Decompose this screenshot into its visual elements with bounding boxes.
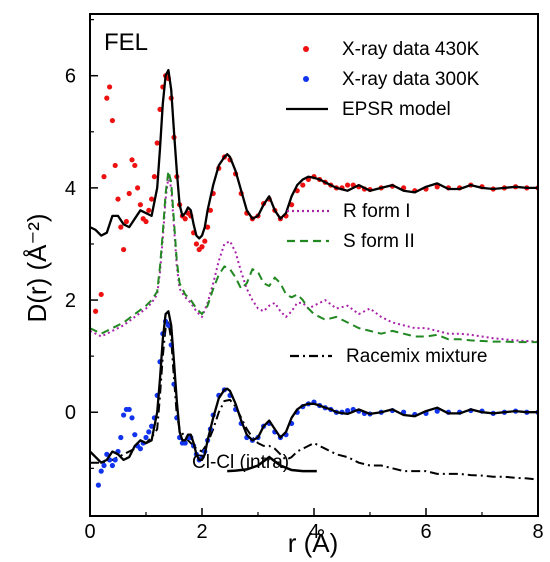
x-ray-data-430k-point — [202, 238, 208, 244]
x-ray-data-430k-point — [207, 207, 213, 213]
legend-lower: Racemix mixture — [290, 346, 487, 367]
epsr-model-legend-label: EPSR model — [342, 99, 451, 120]
x-ray-data-300k-point — [146, 429, 152, 435]
x-ray-data-300k-point — [165, 322, 171, 328]
x-ray-data-300k-point — [98, 468, 104, 474]
x-ray-data-430k-point — [112, 162, 118, 169]
x-ray-data-300k-point — [126, 406, 132, 413]
racemix-mixture-legend-label: Racemix mixture — [346, 346, 487, 367]
x-ray-data-430k-point — [118, 224, 124, 230]
x-tick-label: 4 — [308, 521, 319, 543]
r-form-i-legend-label: R form I — [343, 201, 411, 222]
s-form-ii-legend-label: S form II — [343, 231, 415, 252]
x-tick-label: 6 — [420, 521, 431, 543]
x-ray-data-430k-point — [132, 162, 138, 169]
series-layer — [90, 68, 538, 488]
x-ray-data-430k-point — [109, 117, 115, 124]
epsr-model-line-3 — [90, 310, 538, 464]
x-ray-data-430k-point — [123, 218, 129, 225]
y-tick-label: 4 — [65, 178, 76, 200]
x-ray-data-300k-point — [95, 482, 101, 488]
tick-layer: 0 2 4 6 8 0 2 4 6 — [65, 19, 544, 543]
x-ray-data-430k-point — [154, 140, 160, 146]
r-form-i-line-4 — [90, 175, 538, 343]
x-ray-data-430k-point — [115, 196, 121, 202]
x-ray-data-430k-point — [104, 95, 110, 101]
x-ray-data-430k-point — [137, 202, 143, 208]
legend-middle: R form I S form II — [287, 201, 415, 252]
x-ray-data-430k-point — [93, 308, 99, 314]
x-ray-data-300k-legend-label: X-ray data 300K — [342, 69, 480, 90]
y-axis-title: D(r) (Å⁻²) — [22, 213, 52, 322]
x-ray-data-430k-point — [149, 196, 155, 202]
x-tick-label: 0 — [84, 521, 95, 543]
x-axis-title: r (Å) — [288, 528, 339, 558]
x-ray-data-430k-point — [101, 174, 107, 180]
x-ray-data-300k-point — [132, 432, 138, 438]
x-ray-data-430k-point — [107, 84, 113, 90]
y-tick-label: 0 — [65, 402, 76, 424]
x-ray-data-430k-point — [146, 207, 152, 213]
y-tick-label: 6 — [65, 66, 76, 88]
x-ray-data-300k-point — [182, 440, 188, 446]
cl-cl-annotation: Cl-Cl (intra) — [192, 452, 289, 473]
x-tick-label: 2 — [196, 521, 207, 543]
x-ray-data-300k-point — [137, 446, 143, 452]
x-ray-data-430k-legend-label: X-ray data 430K — [342, 39, 480, 60]
x-ray-data-430k-point — [182, 216, 188, 222]
x-ray-data-300k-point — [118, 434, 124, 441]
epsr-model-line-2 — [90, 68, 538, 240]
x-ray-data-300k-legend-marker — [303, 76, 309, 82]
x-ray-data-300k-point — [143, 434, 149, 441]
x-ray-data-430k-point — [143, 218, 149, 225]
x-ray-data-430k-point — [345, 182, 351, 188]
x-ray-data-300k-point — [104, 451, 110, 457]
x-ray-data-300k-point — [129, 415, 135, 421]
y-tick-label: 2 — [65, 290, 76, 312]
x-ray-data-430k-point — [193, 241, 199, 247]
x-ray-data-300k-point — [149, 423, 155, 429]
x-ray-data-300k-point — [101, 462, 107, 469]
x-ray-data-300k-point — [345, 407, 351, 414]
x-ray-data-430k-point — [126, 190, 132, 197]
x-ray-data-300k-point — [121, 412, 127, 418]
x-ray-data-430k-point — [129, 157, 135, 163]
cl-cl-intra-curve — [227, 455, 317, 473]
x-ray-data-300k-point — [112, 457, 118, 463]
x-ray-data-430k-legend-marker — [303, 46, 309, 52]
x-ray-data-430k-point — [151, 174, 157, 180]
s-form-ii-line-5 — [90, 170, 538, 344]
x-ray-data-300k-point — [109, 462, 115, 469]
legend-upper: X-ray data 430K X-ray data 300K EPSR model — [286, 39, 480, 120]
x-ray-data-300k-point — [434, 408, 440, 414]
x-ray-data-430k-point — [135, 185, 141, 191]
x-ray-data-430k-point — [98, 291, 104, 298]
panel-label: FEL — [104, 29, 148, 56]
x-ray-data-430k-point — [434, 184, 440, 190]
x-ray-data-430k-point — [199, 244, 205, 250]
x-ray-data-430k-point — [300, 182, 306, 188]
x-ray-data-430k-point — [121, 246, 127, 253]
x-ray-data-430k-point — [205, 224, 211, 230]
x-tick-label: 8 — [532, 521, 543, 543]
